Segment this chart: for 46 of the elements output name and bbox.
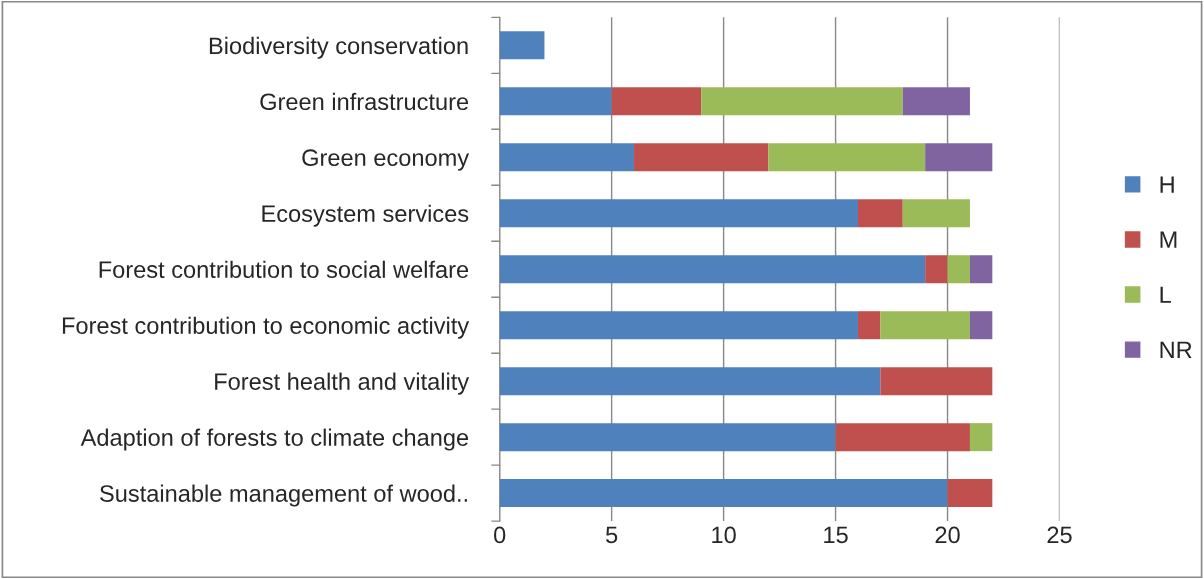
bar [880, 367, 993, 396]
bar [969, 255, 993, 284]
bar [925, 255, 948, 284]
bar [499, 31, 545, 60]
bar [499, 199, 858, 228]
bar [499, 423, 836, 452]
y-tick-label: Sustainable management of wood.. [100, 484, 467, 507]
bar [835, 423, 970, 452]
legend-label: H [1160, 176, 1174, 193]
bar [499, 143, 635, 172]
bar [902, 87, 970, 116]
bar [634, 143, 769, 172]
bar [701, 87, 903, 116]
bar [925, 143, 993, 172]
y-tick-label: Forest health and vitality [215, 372, 470, 395]
bar [947, 479, 993, 508]
bar [499, 311, 858, 340]
y-tick-label: Green economy [302, 149, 470, 171]
bar [880, 311, 970, 340]
bar [947, 255, 970, 284]
x-tick-label: 25 [1047, 526, 1072, 544]
x-tick-label: 10 [712, 526, 736, 544]
legend-label: L [1160, 286, 1171, 303]
legend-label: NR [1160, 341, 1192, 358]
bar [499, 479, 948, 508]
bar [499, 87, 612, 116]
x-tick-label: 20 [935, 526, 960, 544]
bar [902, 199, 970, 228]
y-tick-label: Ecosystem services [262, 204, 469, 227]
bar [857, 199, 903, 228]
x-tick-label: 0 [494, 526, 506, 544]
legend-label: M [1160, 231, 1177, 248]
y-tick-label: Forest contribution to economic activity [62, 316, 470, 339]
bar [611, 87, 702, 116]
bar [857, 311, 881, 340]
bar [499, 255, 926, 284]
y-tick-label: Adaption of forests to climate change [80, 428, 469, 451]
y-tick-label: Biodiversity conservation [209, 36, 468, 59]
bar [768, 143, 926, 172]
bar [969, 423, 993, 452]
x-tick-label: 5 [606, 526, 618, 544]
y-tick-label: Forest contribution to social welfare [99, 260, 469, 279]
bar [969, 311, 993, 340]
bar [499, 367, 881, 396]
y-tick-label: Green infrastructure [260, 92, 469, 111]
x-tick-label: 15 [824, 526, 848, 544]
